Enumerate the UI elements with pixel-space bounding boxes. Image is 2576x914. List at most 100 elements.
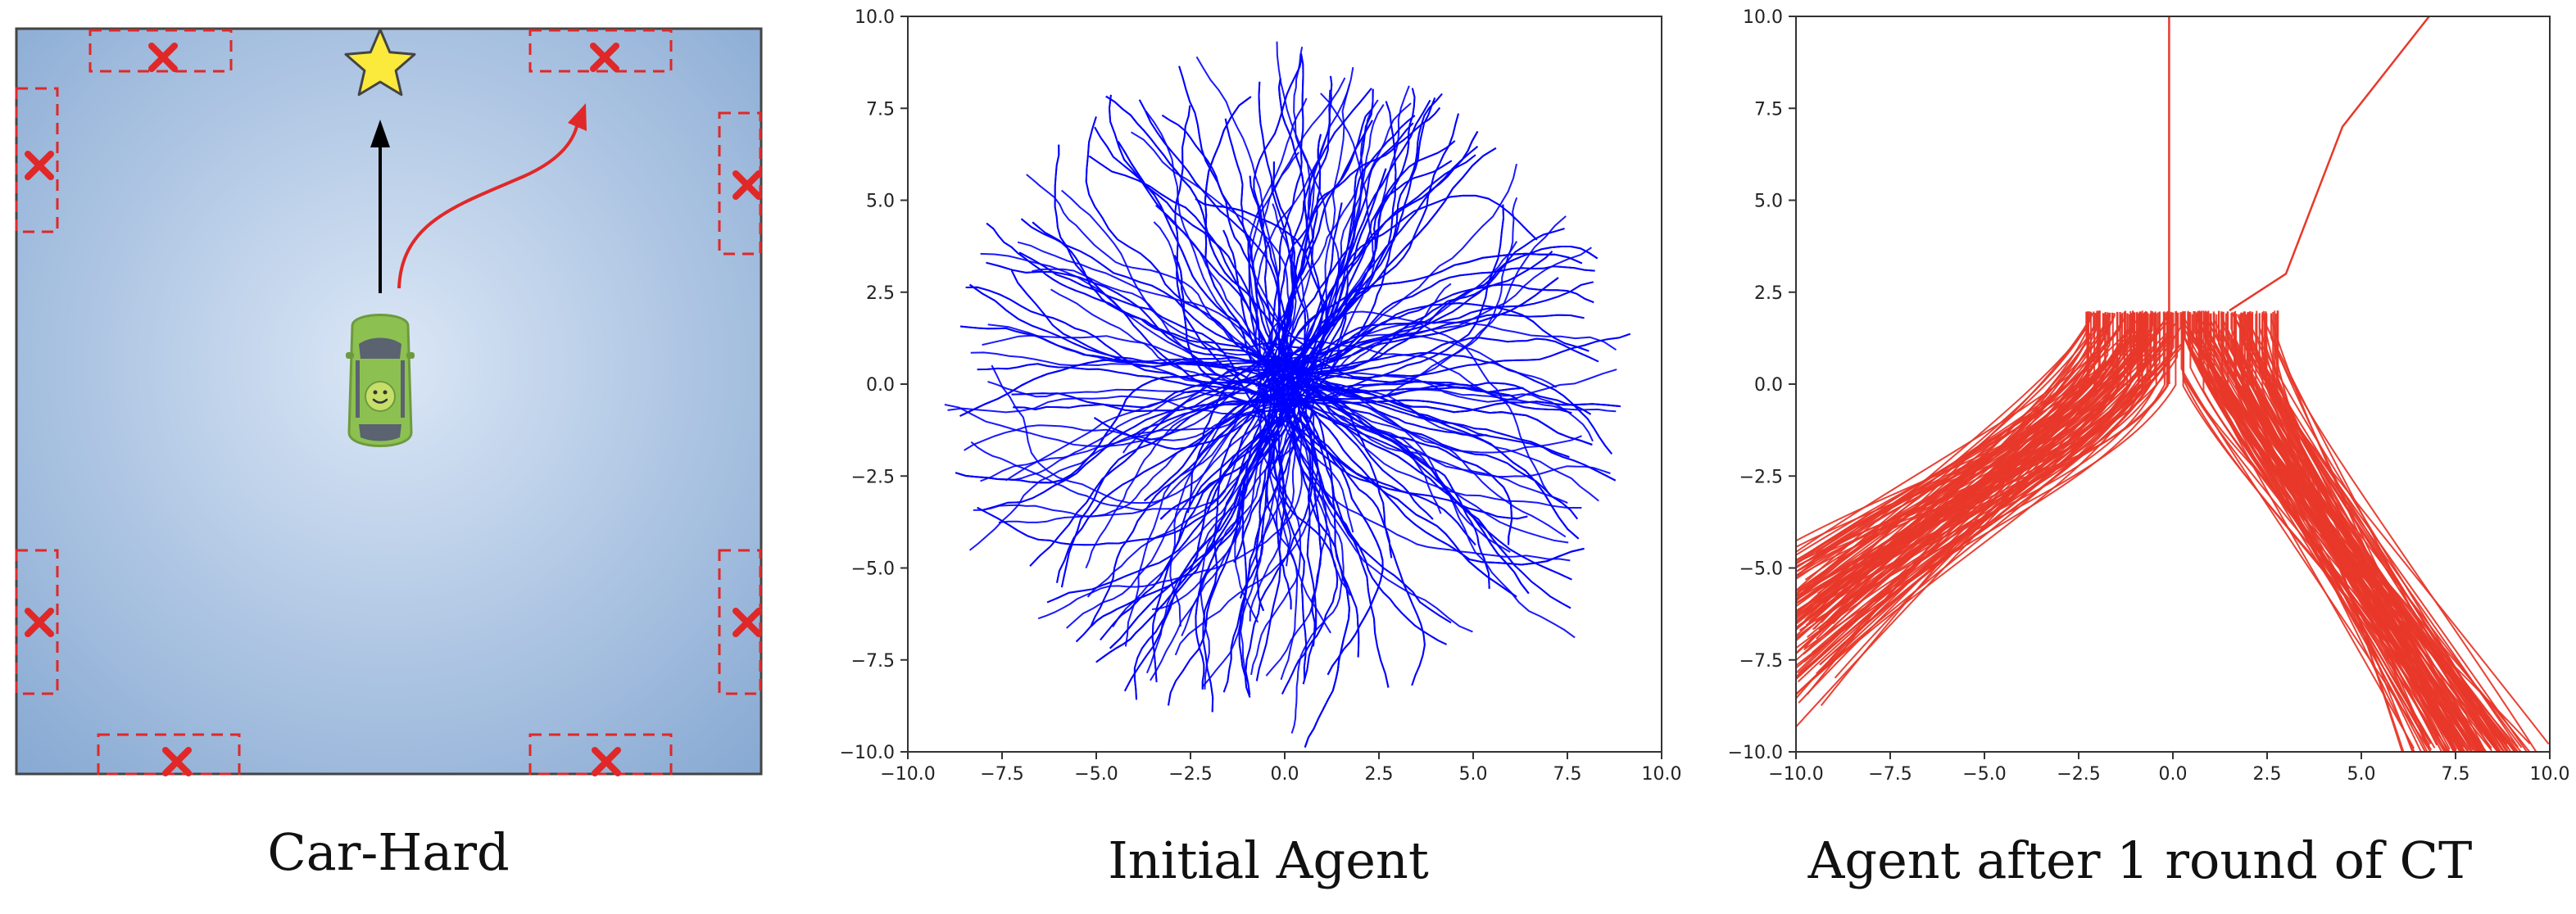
initial-agent-trajectories [944,41,1631,748]
trajectory-line [1804,312,2088,621]
y-tick-label: −7.5 [851,651,895,672]
trajectory-line [1262,387,1292,610]
x-mark-icon [732,170,762,200]
ct-agent-trajectories [1796,16,2550,752]
x-tick-label: 5.0 [1459,764,1488,785]
trajectory-line [1056,373,1300,583]
trajectory-line [1295,93,1443,407]
trajectory-line [1796,314,2090,592]
x-tick-label: 5.0 [2347,764,2376,785]
trajectory-line [1796,313,2133,556]
trajectory-line [2262,310,2487,752]
trajectory-line [998,374,1286,523]
trajectory-line [1286,382,1572,414]
x-tick-label: −10.0 [1768,764,1823,785]
trajectory-line [1108,94,1281,378]
trajectory-line [1178,66,1299,372]
trajectory-line [1797,314,2130,592]
trajectory-line [1819,310,2098,613]
trajectory-line [1013,400,1272,413]
trajectory-line [1286,376,1384,676]
up-arrow-icon [370,120,390,293]
x-tick-label: −5.0 [1074,764,1118,785]
y-tick-label: −2.5 [851,467,895,487]
x-tick-label: 7.5 [1553,764,1582,785]
axis-ticks: −10.0 −7.5 −5.0 −2.5 0.0 2.5 5.0 7.5 10.0 −10.0 −7… [1728,7,2570,785]
trajectory-line [1293,391,1585,566]
trajectory-line [2226,314,2499,752]
trajectory-line [947,395,1266,419]
x-tick-label: 0.0 [1271,764,1299,785]
y-tick-label: 7.5 [1754,99,1783,120]
caption-car-hard: Car-Hard [267,822,509,882]
x-tick-label: −5.0 [1962,764,2006,785]
x-tick-label: 2.5 [2253,764,2282,785]
y-tick-label: 5.0 [1754,192,1783,212]
trajectory-line [1275,378,1569,544]
trajectory-line [1796,312,2161,678]
trajectory-line [982,334,1277,375]
x-mark-icons [25,43,762,776]
trajectory-line [1288,204,1505,379]
trajectory-line [986,222,1305,378]
trajectory-line [1250,375,1302,676]
trajectory-line [1105,95,1290,396]
trajectory-line [1124,364,1277,647]
car-hard-diagram [15,27,763,776]
obstacle-zone-right-upper [718,111,762,256]
x-tick-label: 10.0 [2530,764,2570,785]
trajectory-line [1169,395,1268,627]
trajectory-line [1302,364,1582,509]
y-tick-label: −10.0 [840,743,895,763]
trajectory-line [2230,313,2500,752]
trajectory-line [1796,314,2172,613]
star-icon [344,28,416,97]
trajectory-line [1105,95,1290,396]
trajectory-line [1269,120,1373,357]
trajectory-line [1796,313,2133,568]
trajectory-line [1026,174,1289,405]
x-mark-icon [25,608,54,637]
initial-agent-chart: −10.0 −7.5 −5.0 −2.5 0.0 2.5 5.0 7.5 10.0 −10.0 −7… [840,7,1682,785]
trajectory-line [1109,393,1290,649]
trajectory-line [2233,312,2531,752]
y-tick-label: 10.0 [1743,7,1783,28]
curved-arrow-icon [397,103,587,289]
trajectory-line [1302,241,1518,382]
trajectory-line [1090,387,1278,627]
x-mark-icon [25,151,54,180]
trajectory-line [1304,377,1621,414]
trajectory-line [1085,389,1283,568]
trajectory-line [1321,215,1567,401]
obstacle-zone-left-upper [15,87,59,233]
trajectory-line [1804,310,2127,581]
trajectory-line [1821,313,2097,623]
trajectory-line [1279,252,1583,414]
trajectory-line [1308,384,1434,520]
trajectory-line [1245,400,1314,695]
trajectory-line [1299,369,1617,403]
trajectory-line [2183,314,2465,744]
trajectory-line [1094,126,1261,355]
trajectory-line [1300,351,1612,455]
x-mark-icon [148,43,178,72]
car-icon [346,314,415,447]
obstacle-zone-left-lower [15,549,59,695]
y-tick-label: −10.0 [1728,743,1783,763]
trajectory-line [1287,385,1524,394]
trajectory-line [1272,161,1308,392]
trajectory-line [1796,312,2166,728]
y-tick-label: 0.0 [866,375,895,396]
trajectory-line [2241,313,2516,752]
trajectory-line [959,325,1275,368]
y-tick-label: −7.5 [1739,651,1783,672]
trajectory-line [1284,101,1397,360]
trajectory-line [1274,78,1308,394]
trajectory-line [1290,113,1459,393]
ct-agent-chart: −10.0 −7.5 −5.0 −2.5 0.0 2.5 5.0 7.5 10.0 −10.0 −7… [1728,7,2570,785]
trajectory-line [1255,362,1317,612]
x-tick-label: −2.5 [2057,764,2100,785]
trajectory-line [1253,57,1303,379]
trajectory-line [2229,16,2430,312]
trajectory-line [1313,374,1570,459]
